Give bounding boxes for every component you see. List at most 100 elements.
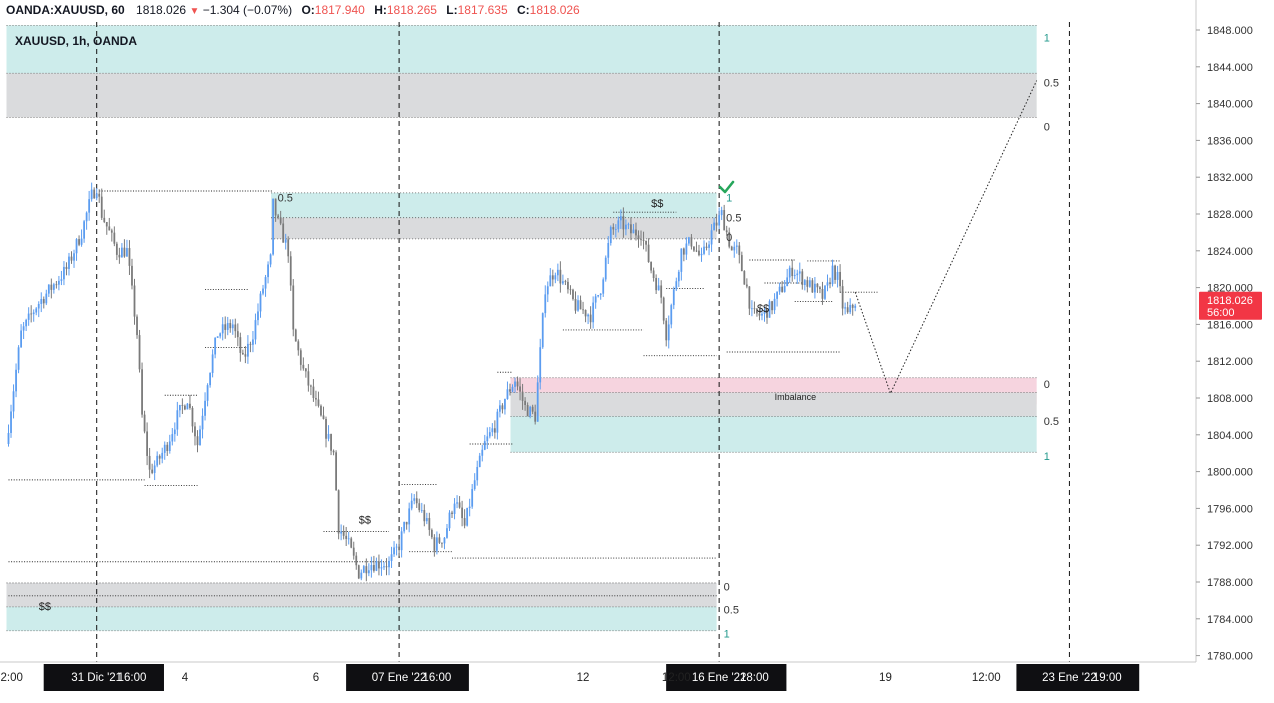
candle-body xyxy=(541,313,544,348)
candle-body xyxy=(388,560,390,568)
candle-body xyxy=(433,537,436,551)
candle xyxy=(539,338,542,390)
candle-body xyxy=(171,434,174,442)
candle xyxy=(544,285,547,318)
x-tick-label: 16:00 xyxy=(423,672,452,684)
candle xyxy=(761,307,763,321)
candle-body xyxy=(640,239,642,241)
candle xyxy=(433,534,436,557)
candle xyxy=(743,270,746,285)
candle-body xyxy=(662,297,665,321)
candle xyxy=(657,277,660,291)
candle-body xyxy=(783,286,786,292)
candle-body xyxy=(622,216,625,230)
candle xyxy=(758,308,761,321)
candle xyxy=(148,447,151,479)
candle xyxy=(78,235,80,247)
candle-body xyxy=(808,280,811,287)
candle-body xyxy=(151,469,154,473)
candle-body xyxy=(677,271,680,282)
candle-body xyxy=(793,275,796,277)
candle-body xyxy=(42,299,45,304)
candle xyxy=(388,556,390,576)
candle-body xyxy=(453,503,456,514)
candle-body xyxy=(403,521,406,532)
candle-body xyxy=(670,305,673,325)
candle xyxy=(829,277,831,289)
candle-body xyxy=(758,313,761,316)
candle xyxy=(201,408,204,439)
candle xyxy=(655,274,658,295)
candle xyxy=(612,223,615,235)
candle-body xyxy=(715,222,718,226)
candle-body xyxy=(350,538,353,548)
candle-body xyxy=(821,288,824,299)
candle-body xyxy=(211,354,214,373)
candle xyxy=(723,204,726,231)
candle-body xyxy=(660,285,663,298)
candles-layer xyxy=(7,182,857,582)
candle xyxy=(511,384,514,393)
price-axis: 1848.000 1844.000 1840.000 1836.000 1832.000… xyxy=(1195,0,1262,663)
candle-body xyxy=(635,229,637,236)
candle xyxy=(738,241,741,264)
zone-gray xyxy=(510,392,1037,419)
candle-body xyxy=(362,566,365,573)
candle-body xyxy=(7,432,10,444)
candle-body xyxy=(327,433,330,439)
candle-body xyxy=(562,281,564,284)
candle xyxy=(113,226,116,247)
candle xyxy=(572,288,574,301)
candle xyxy=(239,332,242,362)
zone-teal xyxy=(6,606,717,631)
candle-body xyxy=(801,271,804,286)
candle-body xyxy=(272,198,274,255)
candle-body xyxy=(466,508,469,526)
candle xyxy=(640,230,642,246)
candle-body xyxy=(768,301,771,318)
candle xyxy=(844,302,847,315)
candle xyxy=(307,364,310,392)
candle-body xyxy=(22,326,25,331)
annotation-layer: 1 0.5 0 0.5 1 0.5 0 0 0.5 1 0 0.5 1 $$ $$ $$ $$ Imbalance xyxy=(39,32,1059,640)
candle xyxy=(98,189,101,203)
candle-body xyxy=(748,286,751,309)
candle xyxy=(446,524,448,539)
candle xyxy=(405,521,408,530)
candle-body xyxy=(713,222,715,231)
candle xyxy=(312,379,315,402)
candle xyxy=(771,300,773,315)
candle xyxy=(35,307,38,316)
candle xyxy=(420,502,423,513)
candle-body xyxy=(289,256,292,286)
candle-body xyxy=(12,391,15,412)
candle xyxy=(602,277,605,297)
candle xyxy=(95,188,98,201)
candle xyxy=(526,402,529,417)
candle xyxy=(126,239,128,257)
candle-body xyxy=(430,529,433,538)
candle-body xyxy=(486,436,489,442)
candle-body xyxy=(458,502,461,508)
candle xyxy=(277,213,280,220)
candle xyxy=(325,416,327,448)
candle-body xyxy=(723,210,726,231)
candle-body xyxy=(173,429,176,435)
candle-body xyxy=(514,381,516,387)
candle xyxy=(826,274,829,292)
candle xyxy=(806,276,809,293)
candle xyxy=(327,425,330,442)
candle-body xyxy=(365,566,368,574)
time-range-highlight xyxy=(43,664,164,691)
candle-body xyxy=(803,280,806,286)
candle-body xyxy=(239,337,242,353)
candle-body xyxy=(126,248,128,257)
candle-body xyxy=(849,304,852,313)
fib-level-label: 1 xyxy=(726,192,732,204)
liquidity-label: $$ xyxy=(757,303,769,315)
candle xyxy=(231,319,234,335)
candle xyxy=(362,564,365,574)
candle-body xyxy=(824,285,826,299)
candle-body xyxy=(632,229,635,234)
